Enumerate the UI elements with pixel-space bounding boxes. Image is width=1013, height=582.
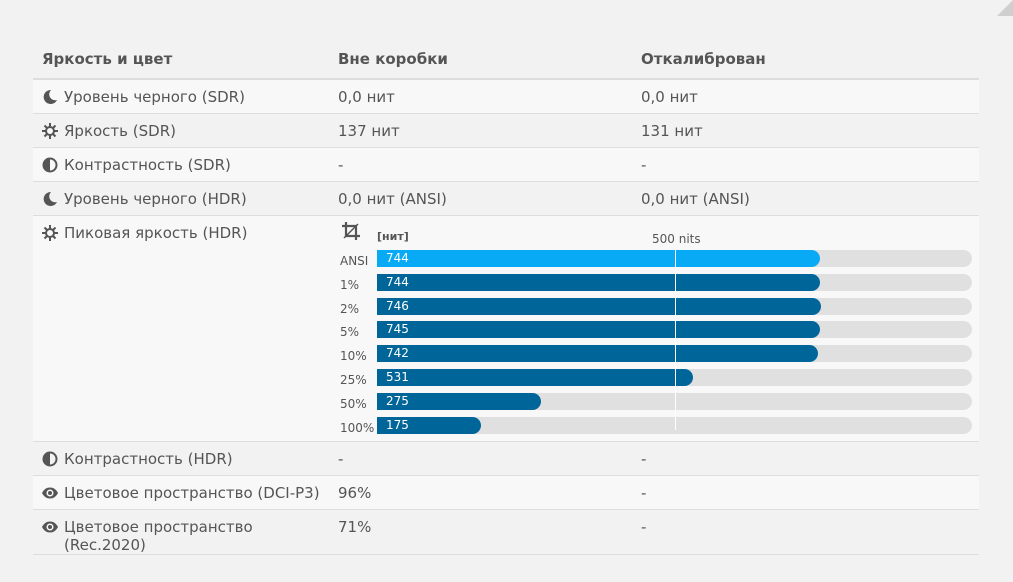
moon-icon xyxy=(42,191,58,207)
row-label: Контрастность (SDR) xyxy=(64,156,231,174)
bar-category: 2% xyxy=(340,301,360,316)
marker-line xyxy=(674,248,676,430)
eye-icon xyxy=(42,519,58,535)
sun-icon xyxy=(42,123,58,139)
bar: 275 xyxy=(377,392,541,410)
bar-category: 50% xyxy=(340,396,367,411)
row-label: Уровень черного (SDR) xyxy=(64,88,245,106)
out-of-box-value: 71% xyxy=(338,518,372,536)
bar-value: 742 xyxy=(386,346,409,361)
table-row: Уровень черного (HDR) 0,0 нит (ANSI) 0,0 н… xyxy=(33,182,979,216)
bar-category: 10% xyxy=(340,349,367,364)
bar: 175 xyxy=(377,416,482,434)
bar-row: 50% 275 xyxy=(338,391,979,415)
bar-value: 744 xyxy=(386,251,409,265)
calibrated-value: 0,0 нит (ANSI) xyxy=(641,190,750,208)
row-label: Контрастность (HDR) xyxy=(64,450,233,468)
row-label: Уровень черного (HDR) xyxy=(64,190,247,208)
bar-value: 746 xyxy=(386,298,409,313)
bar-value: 744 xyxy=(386,274,409,289)
calibrated-value: 131 нит xyxy=(641,122,703,140)
row-label: Цветовое пространство (Rec.2020) xyxy=(64,518,253,554)
bar-row: 100% 175 xyxy=(338,415,979,439)
contrast-icon xyxy=(42,451,58,467)
out-of-box-value: - xyxy=(338,156,344,174)
bar-category: 100% xyxy=(340,420,375,435)
calibrated-value: 0,0 нит xyxy=(641,88,698,106)
moon-icon xyxy=(42,89,58,105)
out-of-box-value: 96% xyxy=(338,484,372,502)
row-label: Цветовое пространство (DCI-P3) xyxy=(64,484,320,502)
bar-category: 5% xyxy=(340,325,360,340)
header-col3: Откалиброван xyxy=(641,50,766,68)
header-col1: Яркость и цвет xyxy=(42,50,173,68)
peak-brightness-chart: [нит] 500 nits ANSI 744 1% 744 2% 746 5% 745 10%… xyxy=(338,216,979,441)
bar-row: 1% 744 xyxy=(338,272,979,296)
bar: 744 xyxy=(377,250,820,267)
bar-row: 5% 745 xyxy=(338,319,979,343)
bar-row: 10% 742 xyxy=(338,343,979,367)
bar: 744 xyxy=(377,273,820,291)
sun-icon xyxy=(42,225,58,241)
bar-value: 531 xyxy=(386,370,409,384)
bar-row: 2% 746 xyxy=(338,296,979,320)
table-row-peak-brightness: Пиковая яркость (HDR) [нит] 500 nits ANS… xyxy=(33,216,979,442)
bar-row: 25% 531 xyxy=(338,367,979,391)
bar-category: ANSI xyxy=(340,254,369,268)
contrast-icon xyxy=(42,157,58,173)
table-row: Контрастность (SDR) - - xyxy=(33,148,979,182)
out-of-box-value: 0,0 нит (ANSI) xyxy=(338,190,447,208)
table-row: Цветовое пространство (DCI-P3) 96% - xyxy=(33,476,979,510)
table-row: Контрастность (HDR) - - xyxy=(33,442,979,476)
out-of-box-value: 0,0 нит xyxy=(338,88,395,106)
brightness-color-table: Яркость и цвет Вне коробки Откалиброван … xyxy=(33,40,979,555)
bar-value: 275 xyxy=(386,393,409,408)
unit-label: [нит] xyxy=(377,230,409,243)
eye-icon xyxy=(42,485,58,501)
bar-value: 745 xyxy=(386,322,409,337)
out-of-box-value: - xyxy=(338,450,344,468)
calibrated-value: - xyxy=(641,156,647,174)
table-row: Цветовое пространство (Rec.2020) 71% - xyxy=(33,510,979,555)
bar-category: 25% xyxy=(340,373,367,387)
crop-icon xyxy=(342,222,360,240)
calibrated-value: - xyxy=(641,484,647,502)
out-of-box-value: 137 нит xyxy=(338,122,400,140)
bar: 531 xyxy=(377,369,693,386)
bar-value: 175 xyxy=(386,417,409,432)
table-header: Яркость и цвет Вне коробки Откалиброван xyxy=(33,40,979,80)
marker-label: 500 nits xyxy=(652,232,701,246)
calibrated-value: - xyxy=(641,450,647,468)
bar: 746 xyxy=(377,297,821,315)
bar: 745 xyxy=(377,321,821,339)
calibrated-value: - xyxy=(641,518,647,536)
bar-category: 1% xyxy=(340,277,360,292)
row-label: Яркость (SDR) xyxy=(64,122,176,140)
table-row: Яркость (SDR) 137 нит 131 нит xyxy=(33,114,979,148)
bar-row: ANSI 744 xyxy=(338,248,979,272)
table-row: Уровень черного (SDR) 0,0 нит 0,0 нит xyxy=(33,80,979,114)
row-label: Пиковая яркость (HDR) xyxy=(64,224,248,242)
header-col2: Вне коробки xyxy=(338,50,448,68)
page-curl xyxy=(997,0,1013,16)
bar: 742 xyxy=(377,345,819,363)
